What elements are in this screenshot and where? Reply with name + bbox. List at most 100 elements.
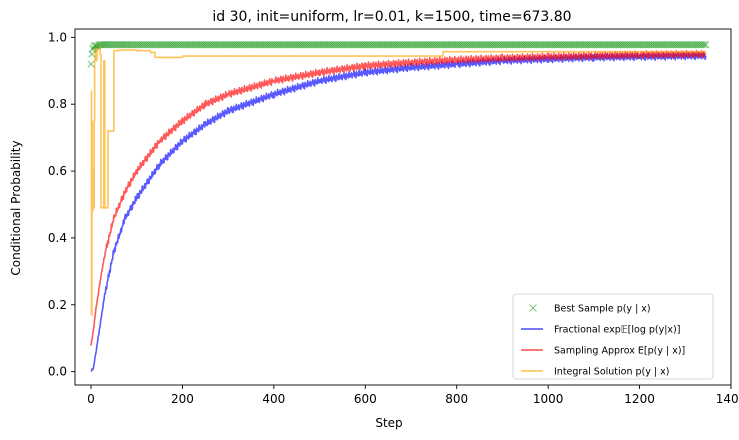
best-sample-marker [127, 41, 135, 49]
legend-label: Best Sample p(y | x) [554, 304, 651, 315]
best-sample-marker [394, 41, 402, 49]
best-sample-marker [392, 41, 401, 49]
best-sample-marker [610, 41, 618, 49]
best-sample-marker [301, 41, 309, 49]
best-sample-marker [219, 41, 227, 49]
best-sample-marker [213, 41, 221, 49]
best-sample-marker [268, 41, 276, 49]
best-sample-marker [592, 41, 600, 49]
best-sample-marker [325, 41, 333, 49]
best-sample-marker [117, 41, 125, 49]
best-sample-marker [217, 41, 225, 49]
best-sample-marker [533, 41, 541, 49]
best-sample-marker [416, 41, 424, 49]
best-sample-marker [498, 41, 507, 49]
best-sample-marker [484, 41, 492, 49]
best-sample-marker [367, 41, 375, 49]
best-sample-marker [246, 41, 254, 49]
best-sample-marker [619, 41, 627, 49]
best-sample-marker [624, 41, 633, 49]
best-sample-marker [250, 41, 258, 49]
best-sample-marker [279, 41, 287, 49]
best-sample-marker [440, 41, 448, 49]
best-sample-marker [229, 41, 238, 49]
best-sample-marker [317, 41, 326, 49]
best-sample-marker [111, 41, 120, 49]
best-sample-marker [613, 41, 622, 49]
best-sample-marker [368, 41, 377, 49]
best-sample-marker [595, 41, 603, 49]
best-sample-marker [586, 41, 594, 49]
best-sample-marker [623, 41, 631, 49]
best-sample-marker [328, 41, 337, 49]
best-sample-marker [361, 41, 369, 49]
best-sample-marker [145, 41, 154, 49]
best-sample-marker [239, 41, 247, 49]
best-sample-marker [548, 41, 556, 49]
best-sample-marker [573, 41, 582, 49]
best-sample-marker [283, 41, 291, 49]
best-sample-marker [222, 41, 230, 49]
best-sample-marker [319, 41, 327, 49]
best-sample-marker [113, 41, 121, 49]
best-sample-marker [700, 41, 708, 49]
best-sample-marker [674, 41, 682, 49]
best-sample-marker [471, 41, 479, 49]
best-sample-marker [520, 41, 529, 49]
best-sample-marker [504, 41, 512, 49]
best-sample-marker [193, 41, 201, 49]
best-sample-marker [476, 41, 485, 49]
best-sample-marker [507, 41, 516, 49]
best-sample-marker [187, 41, 196, 49]
best-sample-marker [365, 41, 373, 49]
best-sample-marker [108, 41, 116, 49]
best-sample-marker [347, 41, 355, 49]
best-sample-marker [465, 41, 474, 49]
best-sample-marker [370, 41, 379, 49]
best-sample-marker [698, 41, 706, 49]
best-sample-marker [420, 41, 428, 49]
best-sample-marker [262, 41, 271, 49]
best-sample-marker [425, 41, 433, 49]
best-sample-marker [284, 41, 293, 49]
best-sample-marker [678, 41, 686, 49]
best-sample-marker [173, 41, 181, 49]
best-sample-marker [696, 41, 704, 49]
best-sample-marker [526, 41, 534, 49]
best-sample-marker [509, 41, 518, 49]
best-sample-marker [438, 41, 446, 49]
best-sample-marker [559, 41, 567, 49]
best-sample-marker [495, 41, 503, 49]
best-sample-marker [299, 41, 307, 49]
best-sample-marker [661, 41, 670, 49]
best-sample-marker [198, 41, 207, 49]
best-sample-marker [257, 41, 265, 49]
best-sample-marker [312, 41, 320, 49]
best-sample-marker [142, 41, 150, 49]
best-sample-marker [237, 41, 245, 49]
x-tick-label: 0 [87, 392, 95, 406]
best-sample-marker [603, 41, 611, 49]
best-sample-marker [379, 41, 388, 49]
best-sample-marker [336, 41, 344, 49]
best-sample-marker [475, 41, 483, 49]
best-sample-marker [326, 41, 335, 49]
best-sample-marker [656, 41, 664, 49]
best-sample-marker [617, 41, 625, 49]
best-sample-marker [122, 41, 130, 49]
best-sample-marker [167, 41, 176, 49]
best-sample-marker [528, 41, 536, 49]
best-sample-marker [635, 41, 644, 49]
best-sample-marker [502, 41, 510, 49]
best-sample-marker [451, 41, 459, 49]
best-sample-marker [401, 41, 410, 49]
best-sample-marker [383, 41, 391, 49]
best-sample-marker [87, 60, 95, 68]
best-sample-marker [348, 41, 357, 49]
best-sample-marker [315, 41, 324, 49]
best-sample-marker [414, 41, 422, 49]
best-sample-marker [434, 41, 443, 49]
best-sample-marker [615, 41, 624, 49]
best-sample-marker [343, 41, 351, 49]
